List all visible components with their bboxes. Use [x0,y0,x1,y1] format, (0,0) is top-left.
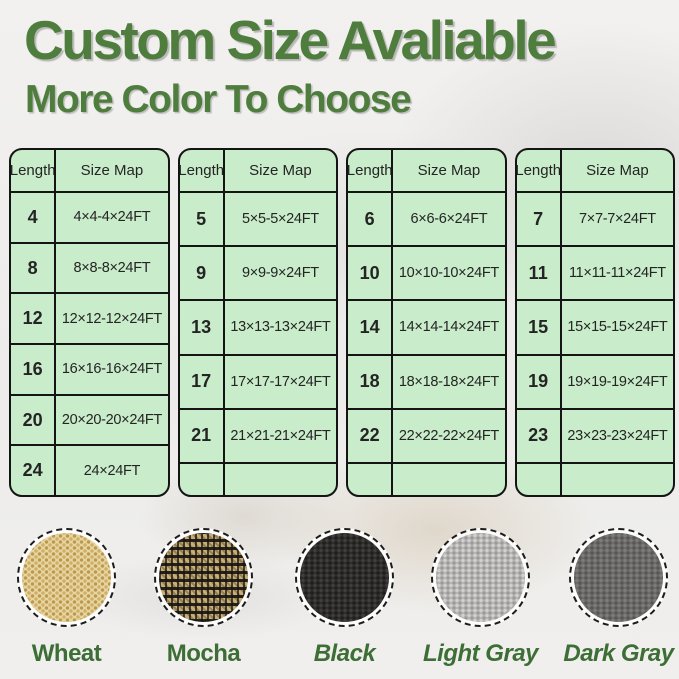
size-map-value [393,464,504,495]
size-map-value: 16×16-16×24FT [61,361,162,378]
size-table: Length Size Map 4 4×4-4×24FT 8 8×8-8×24FT 12 12… [9,148,170,497]
table-header-row: Length Size Map [516,150,673,193]
length-value: 24 [11,446,57,495]
length-value [180,463,225,495]
length-value: 21 [180,409,225,462]
table-header-row: Length Size Map [348,150,505,193]
length-value [517,463,562,495]
size-map-value: 19×19-19×24FT [567,373,668,390]
length-value: 17 [180,355,225,408]
table-row: 11 11×11-11×24FT [516,247,673,302]
column-header-size-map: Size Map [249,162,312,179]
size-table: Length Size Map 7 7×7-7×24FT 11 11×11-11×24FT… [514,148,675,497]
length-value: 15 [517,301,562,354]
table-row: 18 18×18-18×24FT [348,355,505,410]
table-row: 19 19×19-19×24FT [516,355,673,410]
length-value: 22 [348,409,394,462]
size-map-value: 23×23-23×24FT [567,427,668,444]
table-row: 20 20×20-20×24FT [11,395,168,447]
length-value: 10 [348,247,394,300]
table-row: 16 16×16-16×24FT [11,345,168,396]
size-map-value: 8×8-8×24FT [73,260,151,276]
size-map-value: 4×4-4×24FT [73,209,151,226]
size-table: Length Size Map 6 6×6-6×24FT 10 10×10-10×24FT… [346,148,507,497]
length-value: 11 [517,247,562,300]
table-row [517,463,674,495]
column-header-size-map: Size Map [417,162,481,179]
size-map-value: 17×17-17×24FT [230,373,331,390]
length-value: 5 [180,193,225,246]
table-header-row: Length Size Map [11,150,168,193]
column-header-length: Length [11,150,57,191]
column-header-length: Length [517,150,562,191]
column-header-size-map: Size Map [80,162,144,179]
size-map-value: 18×18-18×24FT [398,373,499,390]
length-value: 16 [11,345,57,394]
table-row: 9 9×9-9×24FT [179,247,336,302]
size-map-value: 14×14-14×24FT [398,319,499,336]
length-value: 8 [11,243,57,293]
length-value: 9 [180,247,225,300]
table-row: 4 4×4-4×24FT [11,193,168,244]
size-map-value [225,464,336,495]
size-map-value: 11×11-11×24FT [568,265,666,282]
size-map-value: 6×6-6×24FT [410,211,488,228]
table-row [348,463,505,495]
length-value: 14 [348,301,394,354]
length-value: 6 [348,193,394,246]
column-header-length: Length [348,150,394,191]
table-row [180,463,337,495]
table-row: 14 14×14-14×24FT [348,301,505,356]
size-table: Length Size Map 5 5×5-5×24FT 9 9×9-9×24FT 13 13… [177,148,338,497]
size-map-value: 22×22-22×24FT [398,427,499,444]
size-tables: Length Size Map 4 4×4-4×24FT 8 8×8-8×24FT 12 12… [9,148,675,497]
table-header-row: Length Size Map [179,150,336,193]
length-value: 19 [517,355,562,408]
table-row: 24 24×24FT [11,446,168,495]
table-row: 8 8×8-8×24FT [11,243,168,295]
length-value: 13 [180,301,225,354]
table-row: 23 23×23-23×24FT [516,409,673,464]
length-value: 20 [11,395,57,445]
table-row: 13 13×13-13×24FT [179,301,336,356]
length-value: 7 [517,193,562,246]
page-title: Custom Size Avaliable [24,9,557,71]
size-map-value: 7×7-7×24FT [579,211,656,228]
table-row: 17 17×17-17×24FT [179,355,336,410]
length-value [348,463,394,495]
column-header-length: Length [180,150,225,191]
size-map-value [562,464,673,495]
column-header-size-map: Size Map [586,162,649,179]
size-map-value: 20×20-20×24FT [61,412,162,429]
size-map-value: 12×12-12×24FT [61,310,162,327]
size-map-value: 5×5-5×24FT [242,211,319,228]
size-map-value: 15×15-15×24FT [567,319,668,336]
length-value: 18 [348,355,394,408]
size-map-value: 21×21-21×24FT [230,427,331,444]
table-row: 5 5×5-5×24FT [179,193,336,248]
page-subtitle: More Color To Choose [25,78,412,121]
length-value: 4 [11,193,57,242]
table-row: 12 12×12-12×24FT [11,294,168,346]
table-row: 21 21×21-21×24FT [179,409,336,464]
table-row: 15 15×15-15×24FT [516,301,673,356]
table-row: 6 6×6-6×24FT [348,193,505,248]
length-value: 12 [11,294,57,344]
size-map-value: 9×9-9×24FT [242,265,319,282]
table-row: 10 10×10-10×24FT [348,247,505,302]
table-row: 22 22×22-22×24FT [348,409,505,464]
length-value: 23 [517,409,562,462]
size-map-value: 13×13-13×24FT [230,319,331,336]
size-map-value: 10×10-10×24FT [398,265,499,282]
size-map-value: 24×24FT [83,462,141,479]
table-row: 7 7×7-7×24FT [516,193,673,248]
